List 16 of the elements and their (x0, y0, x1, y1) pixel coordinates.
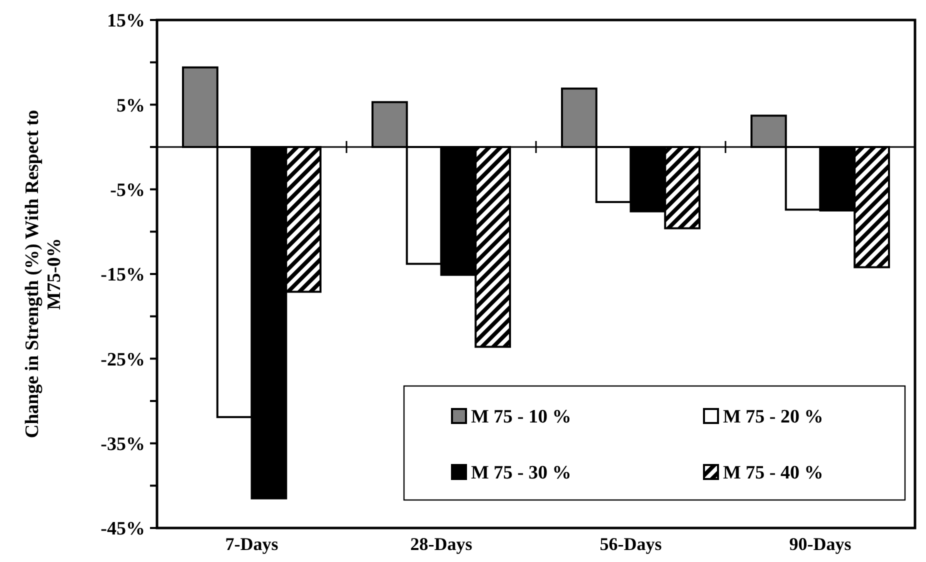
y-tick-label: -45% (100, 518, 145, 540)
x-tick-label: 7-Days (225, 534, 278, 554)
y-tick-label: -25% (100, 349, 145, 370)
legend-label: M 75 - 20 % (723, 406, 824, 428)
y-tick-label: 15% (107, 10, 145, 32)
legend-label: M 75 - 10 % (471, 406, 572, 428)
x-tick-label: 90-Days (789, 534, 852, 554)
y-tick-label: -15% (100, 264, 145, 286)
legend-label: M 75 - 40 % (723, 462, 824, 484)
x-tick-label: 56-Days (600, 534, 662, 554)
y-tick-label: -35% (100, 434, 145, 455)
x-tick-label: 28-Days (410, 534, 472, 554)
legend-label: M 75 - 30 % (471, 462, 572, 484)
y-tick-label: 5% (116, 95, 145, 116)
y-tick-label: -5% (110, 180, 145, 201)
y-axis-title: Change in Strength (%) With Respect to M75-0% (22, 110, 65, 438)
